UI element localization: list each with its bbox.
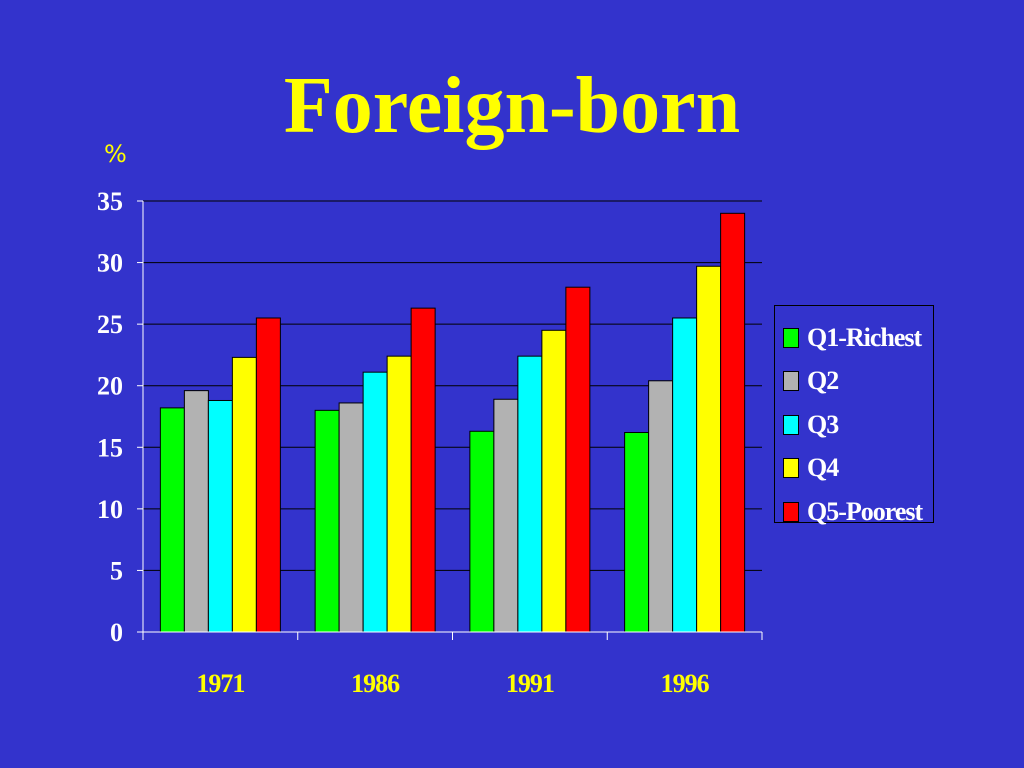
legend-item: Q5-Poorest <box>775 490 933 534</box>
y-tick-label: 0 <box>110 618 123 647</box>
legend-label: Q1-Richest <box>807 322 922 352</box>
y-tick-label: 10 <box>97 495 123 524</box>
tick-labels: 0 5 10 15 20 25 30 35 1971 1986 1991 1996 <box>97 187 711 698</box>
x-tick-label: 1971 <box>196 669 244 698</box>
bar-q1-richest-1986 <box>314 409 340 633</box>
bar-q4-1971 <box>231 356 257 633</box>
chart-legend: Q1-Richest Q2 Q3 Q4 Q5-Poorest <box>774 305 934 526</box>
axes <box>137 200 763 640</box>
bar-q4-1986 <box>386 355 412 633</box>
legend-item: Q2 <box>775 360 933 404</box>
bar-q3-1971 <box>207 399 233 633</box>
bar-q3-1986 <box>362 371 388 633</box>
bar-q5-poorest-1991 <box>565 286 591 633</box>
legend-swatch <box>783 371 799 392</box>
bar-q5-poorest-1971 <box>255 317 281 633</box>
bar-q2-1996 <box>648 380 674 633</box>
legend-swatch <box>783 327 799 348</box>
legend-swatch <box>783 458 799 479</box>
legend-item: Q4 <box>775 447 933 491</box>
slide-title: Foreign-born <box>283 62 741 150</box>
legend-label: Q2 <box>807 366 839 396</box>
bar-q1-richest-1991 <box>469 430 495 633</box>
x-tick-label: 1986 <box>351 669 400 698</box>
bar-q5-poorest-1986 <box>410 307 436 633</box>
y-tick-label: 5 <box>110 556 123 585</box>
y-axis-unit-label: % <box>104 140 127 168</box>
legend-item: Q1-Richest <box>775 316 933 360</box>
legend-label: Q5-Poorest <box>807 496 923 526</box>
legend-label: Q4 <box>807 453 839 483</box>
bar-q4-1991 <box>541 329 567 633</box>
bar-q3-1991 <box>517 355 543 633</box>
y-tick-label: 20 <box>97 372 123 401</box>
legend-item: Q3 <box>775 403 933 447</box>
bars <box>159 212 746 633</box>
bar-q2-1986 <box>338 402 364 633</box>
bar-q1-richest-1971 <box>159 407 185 633</box>
y-tick-label: 15 <box>97 433 123 462</box>
bar-q5-poorest-1996 <box>720 212 746 633</box>
bar-q2-1971 <box>183 390 209 633</box>
y-tick-label: 30 <box>97 249 123 278</box>
legend-swatch <box>783 501 799 522</box>
legend-swatch <box>783 414 799 435</box>
x-tick-label: 1996 <box>661 669 710 698</box>
bar-q3-1996 <box>672 317 698 633</box>
legend-label: Q3 <box>807 409 839 439</box>
x-tick-label: 1991 <box>506 669 554 698</box>
y-tick-label: 35 <box>97 187 123 216</box>
y-tick-label: 25 <box>97 310 123 339</box>
bar-q4-1996 <box>696 265 722 633</box>
bar-q2-1991 <box>493 398 519 633</box>
bar-q1-richest-1996 <box>624 432 650 633</box>
